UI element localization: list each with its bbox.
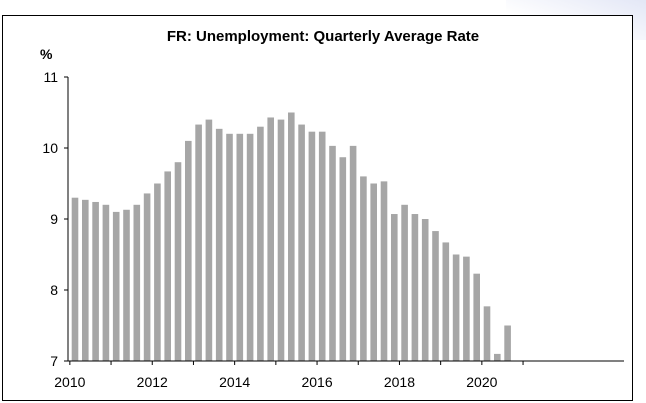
bar-2012-q2 — [164, 171, 171, 361]
y-tick-label-10: 10 — [42, 140, 58, 156]
bar-2010-q1 — [71, 197, 79, 361]
bar-2020-q1 — [483, 306, 491, 361]
bar-2019-q1 — [442, 242, 450, 361]
bar-2020-q2 — [494, 353, 501, 361]
bar-2017-q1 — [360, 176, 367, 361]
bar-2013-q4 — [226, 133, 233, 361]
tick-labels-group: 7 8 9 10 11 2010 2012 2014 2016 2018 2020 — [42, 69, 497, 390]
bar-2014-q3 — [257, 126, 264, 361]
bar-2016-q3 — [339, 157, 347, 361]
bar-2012-q1 — [154, 183, 161, 361]
bar-2015-q4 — [308, 131, 316, 361]
y-tick-label-8: 8 — [50, 282, 58, 298]
bar-2018-q4 — [432, 231, 439, 361]
bar-2017-q4 — [391, 214, 398, 361]
bar-2019-q3 — [463, 256, 470, 361]
bar-2013-q3 — [215, 128, 223, 361]
bar-2012-q4 — [185, 140, 192, 361]
bar-2015-q1 — [277, 119, 285, 361]
bar-2010-q4 — [102, 204, 110, 361]
bar-2014-q4 — [267, 117, 274, 361]
bar-2016-q2 — [329, 145, 336, 361]
bar-2016-q4 — [349, 145, 357, 361]
x-tick-label-2014: 2014 — [219, 374, 250, 390]
bar-2014-q2 — [246, 133, 254, 361]
x-tick-label-2012: 2012 — [137, 374, 168, 390]
bar-2016-q1 — [318, 131, 326, 361]
x-tick-label-2020: 2020 — [466, 374, 497, 390]
x-tick-label-2010: 2010 — [54, 374, 85, 390]
bar-2015-q3 — [298, 124, 305, 361]
bar-2014-q1 — [236, 133, 244, 361]
bar-2011-q4 — [143, 193, 151, 361]
bar-2015-q2 — [288, 112, 295, 361]
bar-2018-q1 — [401, 204, 408, 361]
bar-2018-q2 — [411, 214, 419, 361]
bar-2010-q3 — [92, 201, 99, 361]
bar-2020-q3 — [504, 325, 511, 361]
chart-title: FR: Unemployment: Quarterly Average Rate — [166, 28, 480, 45]
bar-2019-q4 — [473, 273, 480, 361]
y-tick-label-7: 7 — [50, 353, 58, 369]
bar-2011-q1 — [112, 211, 120, 361]
bar-2011-q2 — [123, 209, 130, 361]
bars-group — [71, 112, 511, 361]
bar-2019-q2 — [452, 254, 460, 361]
x-tick-label-2018: 2018 — [384, 374, 415, 390]
bar-2011-q3 — [133, 204, 141, 361]
bar-2012-q3 — [174, 162, 182, 361]
y-tick-label-11: 11 — [43, 69, 58, 85]
bar-2013-q2 — [205, 119, 213, 361]
axes-group — [64, 76, 624, 365]
bar-2010-q2 — [82, 199, 89, 361]
bar-2017-q3 — [380, 181, 388, 361]
bar-2018-q3 — [421, 219, 429, 361]
y-tick-label-9: 9 — [50, 211, 58, 227]
y-axis-unit-label: % — [40, 46, 53, 62]
x-tick-label-2016: 2016 — [301, 374, 332, 390]
bar-2013-q1 — [195, 124, 202, 361]
bar-2017-q2 — [370, 183, 377, 361]
